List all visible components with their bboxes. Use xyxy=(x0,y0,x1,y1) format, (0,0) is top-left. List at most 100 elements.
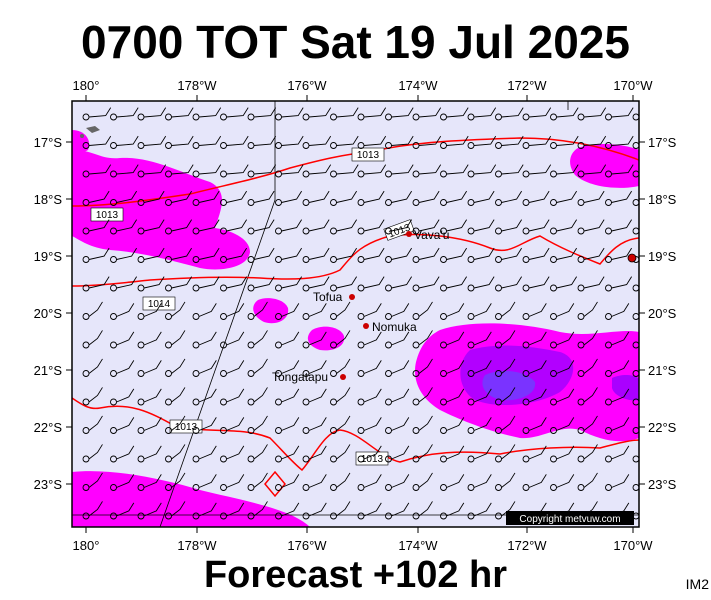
rain-area-central-1 xyxy=(253,298,289,324)
wind-barb xyxy=(137,360,162,377)
wind-barbs xyxy=(82,107,639,520)
wind-barb xyxy=(550,360,575,377)
wind-barb xyxy=(137,190,165,206)
lon-label: 170°W xyxy=(613,78,653,93)
wind-barb xyxy=(82,135,112,149)
wind-barb xyxy=(550,135,579,149)
wind-barb xyxy=(495,472,516,491)
lon-labels-bottom: 180° 178°W 176°W 174°W 172°W 170°W xyxy=(73,538,654,553)
isobar-label-north: 1013 xyxy=(351,147,385,162)
wind-barb xyxy=(220,135,249,149)
isobar-labels: 1013 1013 1013 1014 1013 1013 xyxy=(90,147,415,466)
lat-label: 19°S xyxy=(648,249,677,264)
wind-barb xyxy=(110,164,139,178)
wind-barb xyxy=(577,190,605,206)
wind-barb xyxy=(192,445,217,463)
wind-barb xyxy=(357,164,387,178)
wind-barb xyxy=(165,501,186,520)
wind-barb xyxy=(137,388,162,406)
wind-barb xyxy=(605,474,630,491)
wind-barb xyxy=(165,107,194,121)
lat-label: 23°S xyxy=(648,477,677,492)
wind-barb xyxy=(82,330,103,349)
rain-area-northwest xyxy=(72,130,90,153)
wind-barb xyxy=(440,445,465,463)
place-vavau: Vava'u xyxy=(406,228,449,242)
wind-barb xyxy=(302,247,330,263)
rain-area-east-edge xyxy=(612,374,639,401)
wind-barb xyxy=(440,276,468,292)
isobar-label-west: 1013 xyxy=(90,207,124,222)
wind-barb xyxy=(220,417,245,434)
rain-area-west xyxy=(72,150,250,270)
wind-barb xyxy=(275,502,300,520)
wind-barb xyxy=(220,388,245,406)
wind-barb xyxy=(247,444,268,463)
wind-barb xyxy=(605,388,630,406)
wind-barb xyxy=(550,388,575,406)
wind-barb xyxy=(192,331,217,349)
wind-barb xyxy=(192,474,217,491)
wind-barb xyxy=(467,388,492,406)
wind-barb xyxy=(577,358,598,377)
wind-barb xyxy=(550,417,575,434)
wind-barb xyxy=(522,190,550,206)
wind-barb xyxy=(110,276,138,292)
wind-barb xyxy=(275,276,303,292)
wind-barb xyxy=(247,387,268,406)
wind-barb xyxy=(467,303,492,320)
tick-marks xyxy=(66,95,645,533)
island-small xyxy=(80,134,84,138)
wind-barb xyxy=(440,164,469,178)
wind-barb xyxy=(357,331,382,349)
wind-barb xyxy=(192,247,220,263)
wind-barb xyxy=(137,502,162,520)
wind-barb xyxy=(137,276,165,292)
wind-barb xyxy=(110,107,139,121)
wind-barb xyxy=(357,445,382,463)
wind-barb xyxy=(550,445,575,463)
wind-barb xyxy=(137,247,165,263)
wind-barb xyxy=(440,107,469,121)
wind-barb xyxy=(110,360,135,377)
wind-barb xyxy=(165,415,186,434)
wind-barb xyxy=(412,444,433,463)
wind-barb xyxy=(605,360,630,377)
wind-barb xyxy=(192,502,217,520)
wind-barb xyxy=(357,474,382,491)
wind-barb xyxy=(495,107,524,121)
wind-barb xyxy=(275,474,300,491)
isobar-label-text: 1013 xyxy=(357,150,380,161)
wind-barb xyxy=(220,360,245,377)
wind-barb xyxy=(357,417,382,434)
wind-barb xyxy=(495,219,523,235)
wind-barb xyxy=(137,445,162,463)
place-label: Nomuka xyxy=(372,320,417,334)
wind-barb xyxy=(412,387,433,406)
wind-barb xyxy=(247,164,277,178)
wind-barb xyxy=(192,107,222,121)
wind-barb xyxy=(275,247,303,263)
wind-barb xyxy=(412,330,433,349)
product-code: IM2 xyxy=(685,576,709,592)
lat-label: 18°S xyxy=(34,192,63,207)
wind-barb xyxy=(82,358,103,377)
wind-barb xyxy=(385,331,410,349)
wind-barb xyxy=(605,417,630,434)
wind-barb xyxy=(110,445,135,463)
wind-barb xyxy=(110,219,138,235)
wind-barb xyxy=(495,415,516,434)
places: Vava'u Tofua Nomuka Tongatapu xyxy=(272,228,449,384)
wind-barb xyxy=(165,219,193,235)
wind-barb xyxy=(247,247,275,263)
wind-barb xyxy=(275,164,304,178)
wind-barb xyxy=(330,219,358,235)
wind-barb xyxy=(522,360,547,377)
wind-barb xyxy=(247,501,268,520)
wind-barb xyxy=(192,190,220,206)
lon-label: 172°W xyxy=(507,78,547,93)
isobar-label-middle: 1014 xyxy=(142,296,176,311)
wind-barb xyxy=(385,219,413,235)
wind-barb xyxy=(467,219,495,235)
island-niue xyxy=(627,253,637,263)
